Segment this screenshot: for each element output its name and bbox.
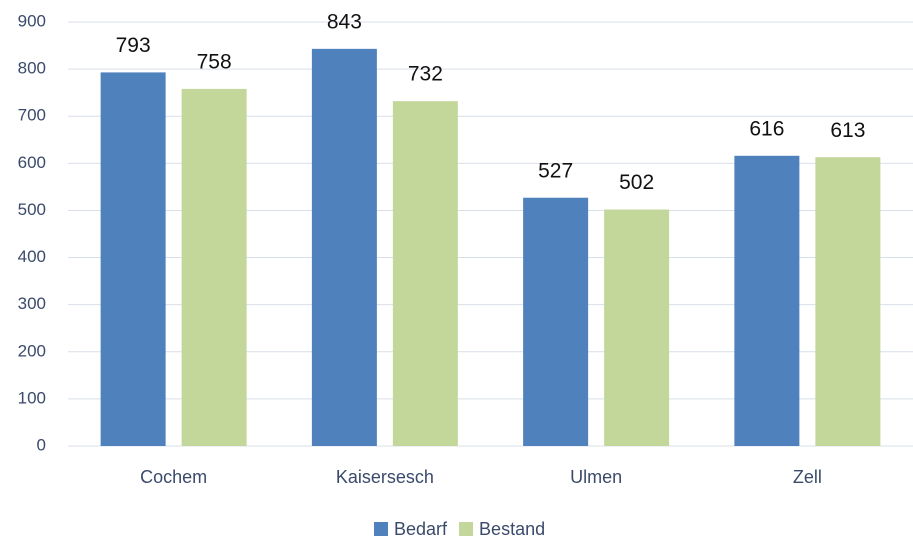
legend-swatch [374, 522, 388, 536]
bar [523, 197, 589, 446]
y-tick-label: 900 [18, 11, 46, 30]
legend-label: Bestand [479, 519, 545, 539]
y-tick-label: 100 [18, 388, 46, 407]
y-tick-label: 700 [18, 106, 46, 125]
bar [181, 88, 247, 447]
value-label: 843 [327, 10, 362, 33]
value-label: 732 [408, 63, 443, 86]
x-tick-label: Cochem [140, 467, 207, 487]
y-tick-label: 500 [18, 200, 46, 219]
value-label: 616 [749, 117, 784, 140]
x-tick-label: Zell [793, 467, 822, 487]
value-label: 758 [197, 50, 232, 73]
x-tick-label: Ulmen [570, 467, 622, 487]
bar [815, 157, 881, 446]
y-tick-label: 800 [18, 59, 46, 78]
bar [392, 101, 458, 446]
value-label: 502 [619, 171, 654, 194]
bar [311, 48, 377, 446]
y-tick-label: 300 [18, 294, 46, 313]
legend-label: Bedarf [394, 519, 448, 539]
value-label: 527 [538, 159, 573, 182]
legend-swatch [459, 522, 474, 536]
value-label: 793 [116, 34, 151, 57]
bar [604, 209, 670, 446]
y-tick-label: 400 [18, 247, 46, 266]
bar [734, 155, 800, 446]
y-tick-label: 200 [18, 341, 46, 360]
y-tick-label: 0 [37, 435, 46, 454]
y-tick-label: 600 [18, 153, 46, 172]
x-tick-label: Kaisersesch [336, 467, 434, 487]
bar [100, 72, 166, 447]
value-label: 613 [830, 119, 865, 142]
